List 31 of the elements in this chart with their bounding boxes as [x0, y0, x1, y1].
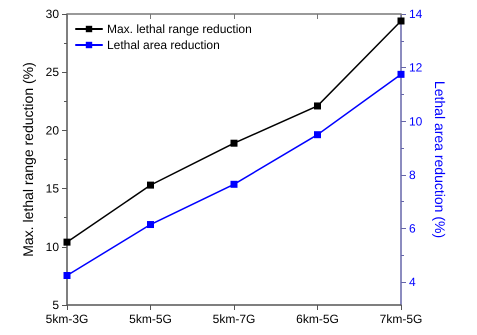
point	[398, 70, 404, 78]
y2-tick-label: 6	[409, 222, 416, 236]
legend-label: Lethal area reduction	[107, 38, 220, 52]
x-tick-label: 7km-5G	[380, 312, 422, 326]
point	[147, 221, 154, 228]
y-tick-label: 5	[52, 298, 60, 312]
y-tick-label: 20	[46, 123, 60, 138]
y2-tick-label: 10	[409, 114, 423, 128]
x-tick-label: 5km-5G	[129, 312, 172, 326]
point	[398, 17, 404, 24]
point	[64, 238, 70, 246]
y-tick-label: 25	[46, 65, 60, 80]
point	[147, 182, 154, 189]
y-axis-title: Max. lethal range reduction (%)	[20, 62, 36, 257]
x-tick-label: 5km-7G	[212, 312, 256, 326]
y2-tick-label: 14	[409, 7, 423, 21]
y-tick-label: 10	[46, 240, 60, 254]
point	[314, 102, 321, 110]
point	[64, 272, 70, 279]
x-tick-label: 6km-5G	[296, 312, 339, 326]
y2-tick-label: 12	[409, 60, 423, 75]
y2-axis-title: Lethal area reduction (%)	[432, 80, 448, 238]
y2-tick-label: 4	[409, 275, 416, 290]
point	[314, 131, 321, 138]
point	[230, 180, 238, 188]
x-tick-label: 5km-3G	[46, 312, 88, 326]
y-tick-label: 30	[46, 7, 60, 21]
point	[230, 140, 238, 147]
y2-tick-label: 8	[409, 168, 416, 182]
legend-label: Max. lethal range reduction	[107, 22, 252, 36]
y-tick-label: 15	[46, 182, 60, 196]
